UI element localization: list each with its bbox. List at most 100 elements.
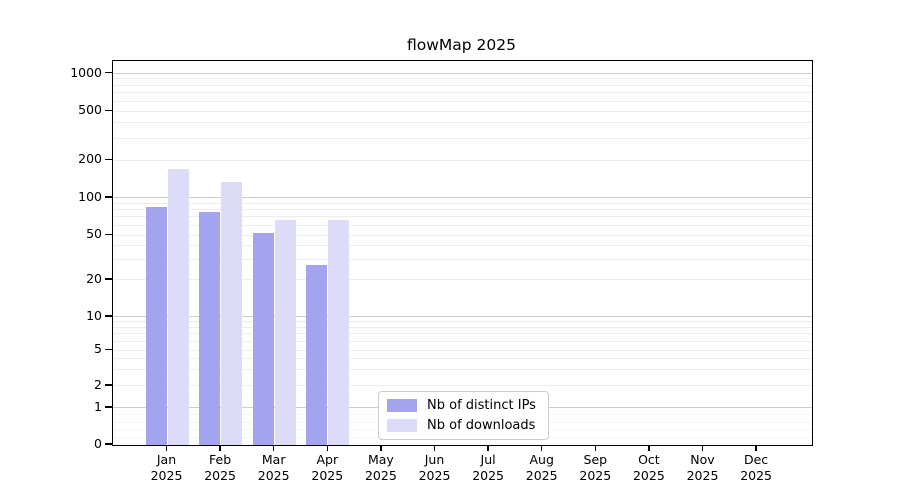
legend-swatch	[387, 419, 417, 432]
bar-distinct-ips	[252, 233, 274, 445]
gridline-minor	[113, 385, 812, 387]
gridline-minor	[113, 110, 812, 112]
x-tick-label: Jun 2025	[400, 452, 470, 483]
bar-downloads	[221, 181, 243, 445]
x-tick-month: Jul	[480, 452, 496, 467]
x-tick-label: Oct 2025	[614, 452, 684, 483]
gridline-minor	[113, 349, 812, 351]
x-tick-label: Dec 2025	[721, 452, 791, 483]
y-tick-mark	[105, 406, 112, 408]
x-tick-label: Aug 2025	[507, 452, 577, 483]
y-tick-mark	[105, 348, 112, 351]
x-tick-label: Nov 2025	[668, 452, 738, 483]
x-tick-year: 2025	[150, 467, 183, 483]
chart-legend: Nb of distinct IPs Nb of downloads	[378, 391, 549, 440]
bar-distinct-ips	[199, 212, 221, 445]
x-tick-label: Mar 2025	[239, 452, 309, 483]
y-tick-label: 20	[86, 270, 102, 286]
y-tick-label: 5	[94, 341, 102, 357]
x-tick-year: 2025	[364, 467, 397, 483]
y-tick-label: 200	[78, 151, 102, 167]
x-tick-month: Aug	[529, 452, 554, 467]
gridline-minor	[113, 358, 812, 360]
gridline-minor	[113, 216, 812, 218]
x-tick-mark	[165, 445, 168, 451]
gridline-minor	[113, 137, 812, 139]
x-tick-label: Feb 2025	[185, 452, 255, 483]
gridline-minor	[113, 259, 812, 261]
x-tick-year: 2025	[204, 467, 236, 483]
x-tick-year: 2025	[418, 467, 451, 483]
x-tick-mark	[648, 445, 650, 451]
gridline-minor	[113, 369, 812, 371]
x-tick-month: Feb	[209, 452, 232, 467]
y-tick-label: 2	[94, 377, 102, 393]
y-tick-label: 100	[78, 189, 102, 204]
plot-area	[112, 60, 813, 446]
legend-swatch	[387, 399, 417, 412]
y-tick-mark	[105, 196, 112, 198]
x-tick-mark	[272, 445, 275, 451]
y-tick-mark	[105, 71, 112, 74]
gridline-minor	[113, 202, 812, 204]
y-tick-label: 0	[94, 436, 102, 451]
legend-label: Nb of distinct IPs	[427, 398, 536, 413]
x-tick-month: Oct	[638, 452, 660, 467]
x-tick-mark	[701, 445, 704, 451]
x-tick-year: 2025	[311, 467, 344, 483]
gridline-minor	[113, 100, 812, 102]
x-tick-month: Jun	[424, 452, 445, 467]
y-tick-label: 1000	[70, 64, 102, 80]
chart-title: flowMap 2025	[406, 36, 516, 54]
x-tick-year: 2025	[525, 467, 558, 483]
y-tick-label: 1	[94, 398, 102, 414]
gridline-minor	[113, 159, 812, 161]
gridline-minor	[113, 279, 812, 280]
y-tick-mark	[105, 158, 112, 161]
gridline-minor	[113, 321, 812, 323]
x-tick-mark	[487, 445, 489, 451]
y-tick-label: 10	[86, 308, 102, 323]
x-tick-year: 2025	[257, 467, 290, 483]
x-tick-mark	[540, 445, 543, 451]
legend-row: Nb of downloads	[387, 418, 536, 433]
y-tick-mark	[105, 384, 112, 386]
x-tick-mark	[433, 445, 436, 451]
gridline-minor	[113, 340, 812, 342]
x-tick-month: Mar	[261, 452, 286, 467]
bar-downloads	[328, 219, 350, 445]
x-tick-label: Jul 2025	[453, 452, 523, 483]
x-tick-year: 2025	[740, 467, 772, 483]
gridline-major	[113, 72, 812, 74]
x-tick-month: Nov	[690, 452, 715, 467]
x-tick-month: Dec	[743, 452, 769, 467]
gridline-minor	[113, 84, 812, 86]
x-tick-year: 2025	[472, 467, 504, 483]
y-tick-mark	[105, 233, 112, 236]
legend-row: Nb of distinct IPs	[387, 398, 536, 413]
x-tick-month: Jan	[156, 452, 177, 467]
y-tick-mark	[105, 443, 112, 445]
x-tick-month: Apr	[316, 452, 339, 467]
gridline-minor	[113, 78, 812, 80]
gridline-minor	[113, 333, 812, 335]
x-tick-year: 2025	[686, 467, 719, 483]
x-tick-mark	[380, 445, 382, 451]
y-tick-label: 500	[78, 102, 102, 118]
x-tick-label: Apr 2025	[292, 452, 362, 483]
gridline-minor	[113, 122, 812, 124]
x-tick-label: Jan 2025	[132, 452, 202, 483]
bar-distinct-ips	[306, 265, 328, 445]
y-tick-mark	[105, 109, 112, 112]
x-tick-label: May 2025	[346, 452, 416, 483]
gridline-minor	[113, 326, 812, 328]
gridline-minor	[113, 234, 812, 236]
y-tick-label: 50	[86, 226, 102, 242]
x-tick-year: 2025	[579, 467, 612, 483]
x-tick-month: Sep	[583, 452, 608, 467]
gridline-minor	[113, 92, 812, 94]
y-tick-mark	[105, 315, 112, 317]
x-tick-month: May	[367, 452, 394, 467]
bar-downloads	[167, 169, 189, 445]
